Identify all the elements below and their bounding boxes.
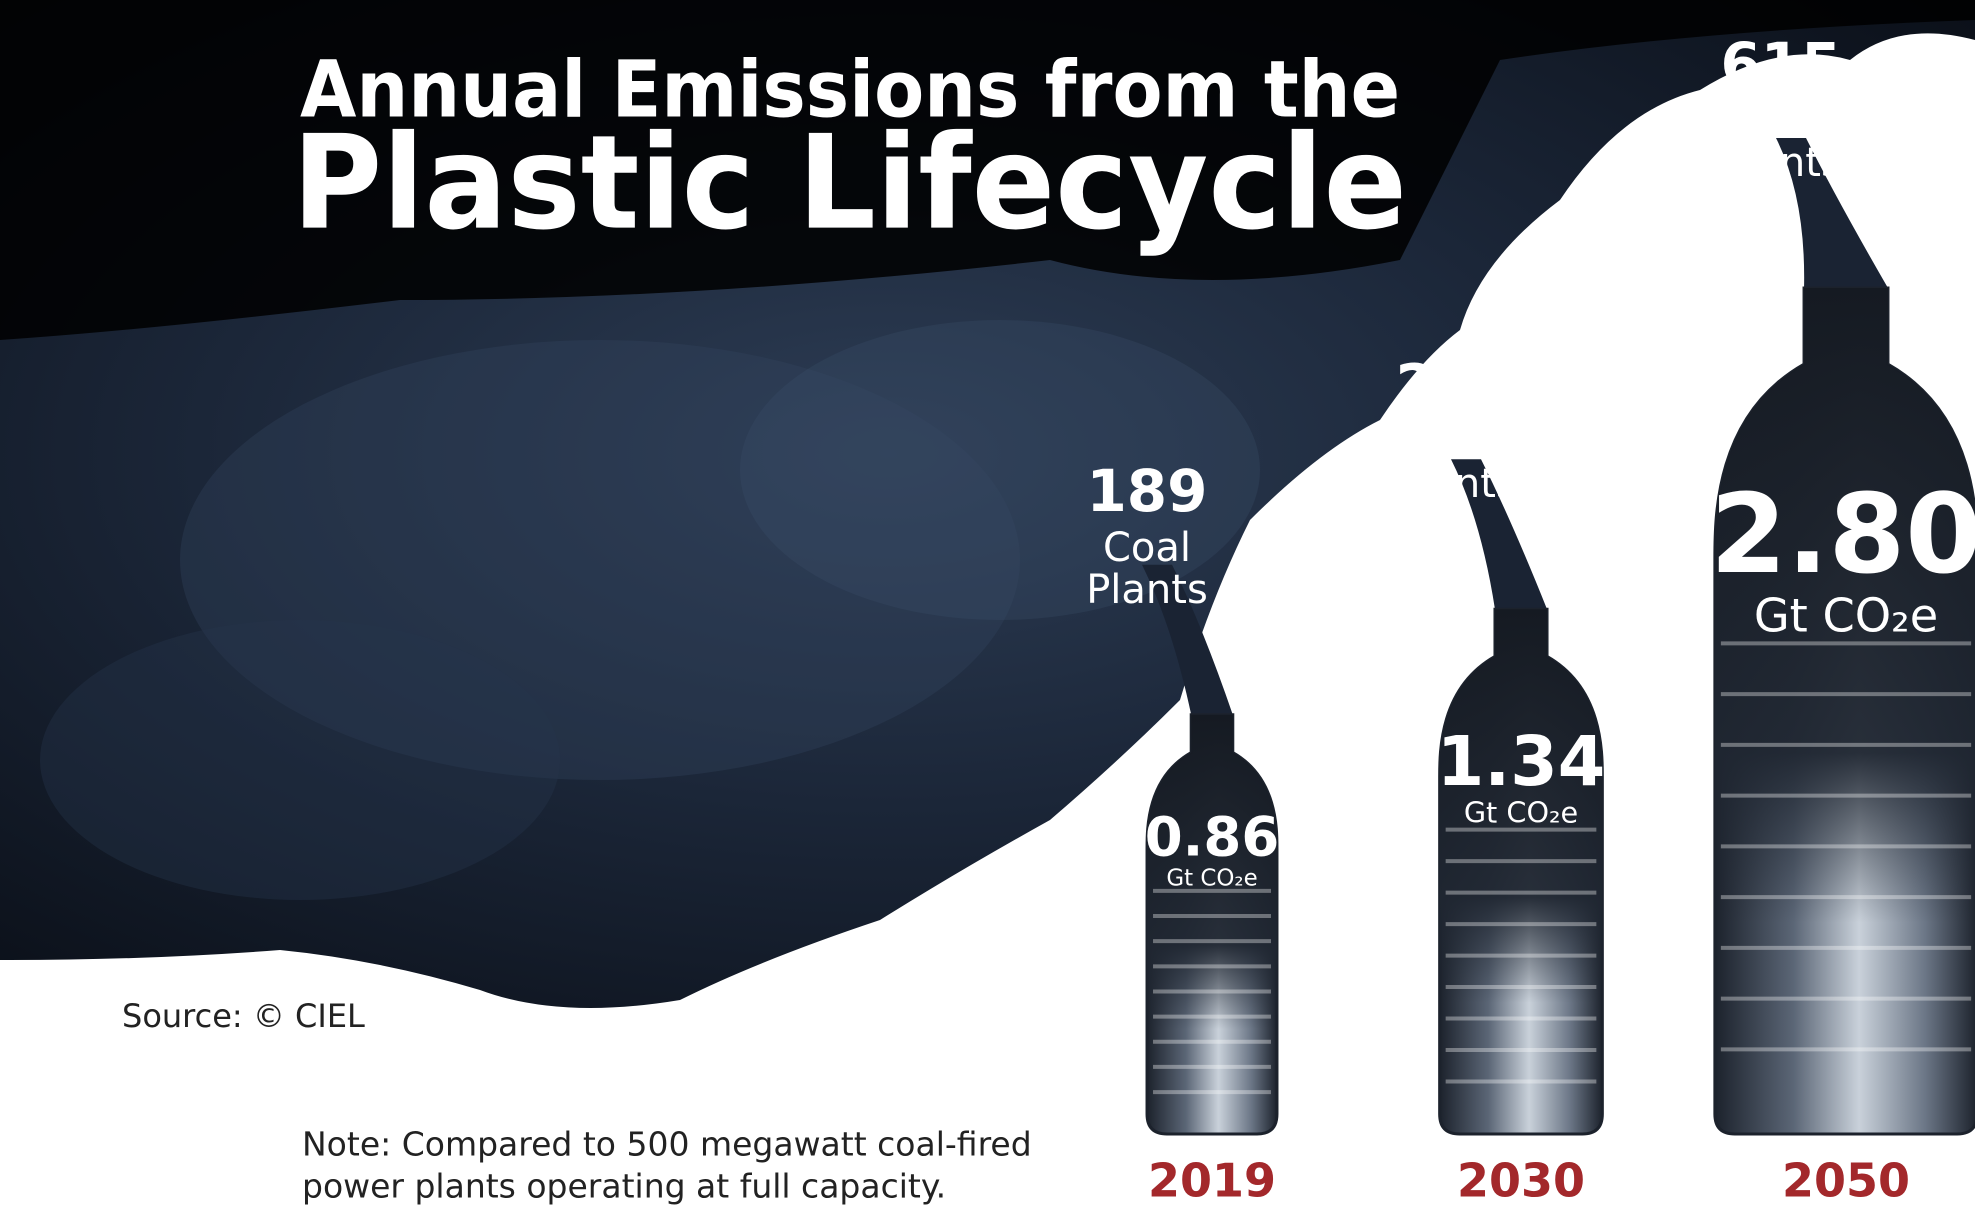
legend-word: Coal xyxy=(1737,98,1825,144)
legend-word: Plants xyxy=(1720,140,1842,186)
value-label: 2.80 xyxy=(1710,470,1975,598)
note: power plants operating at full capacity. xyxy=(302,1167,946,1205)
smoke-puff xyxy=(40,620,560,900)
value-unit: Gt CO₂e xyxy=(1754,588,1938,642)
value-unit: Gt CO₂e xyxy=(1464,795,1578,829)
legend-word: Coal xyxy=(1412,419,1500,465)
source: Source: © CIEL xyxy=(122,997,365,1035)
page: Annual Emissions from the Plastic Lifecy… xyxy=(0,0,1975,1205)
bottle-shade xyxy=(1147,715,1277,1134)
coal-value: 295 xyxy=(1395,351,1516,419)
chart-subtitle: Plastic Lifecycle xyxy=(292,107,1407,259)
coal-value: 189 xyxy=(1086,457,1207,525)
note: Note: Compared to 500 megawatt coal-fire… xyxy=(302,1125,1032,1164)
bottle-shade xyxy=(1440,609,1603,1134)
x-tick-label: 2019 xyxy=(1148,1154,1276,1205)
value-label: 0.86 xyxy=(1145,805,1280,869)
value-unit: Gt CO₂e xyxy=(1166,865,1257,891)
coal-value: 615 xyxy=(1720,30,1841,98)
chart: Annual Emissions from the Plastic Lifecy… xyxy=(0,0,1975,1205)
legend-word: Plants xyxy=(1395,461,1517,507)
value-label: 1.34 xyxy=(1437,723,1606,802)
bottle-shade xyxy=(1715,288,1975,1134)
x-tick-label: 2030 xyxy=(1457,1154,1585,1205)
legend-word: Coal xyxy=(1103,525,1191,571)
x-tick-label: 2050 xyxy=(1782,1154,1910,1205)
legend-word: Plants xyxy=(1086,567,1208,613)
